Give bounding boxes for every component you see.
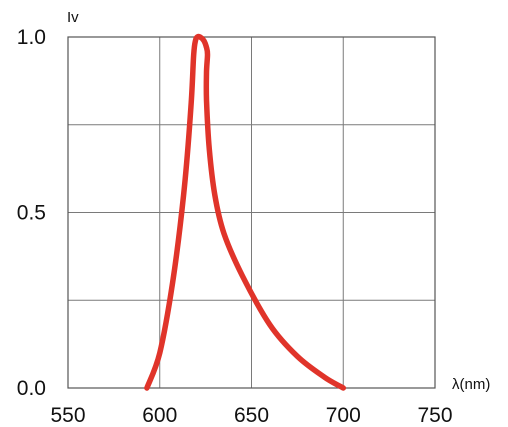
tick-labels: 550 600 650 700 750 0.0 0.5 1.0	[17, 26, 453, 427]
y-tick-label: 0.5	[17, 202, 46, 225]
x-tick-label: 600	[142, 404, 177, 427]
y-tick-label: 0.0	[17, 377, 46, 400]
x-tick-label: 650	[234, 404, 269, 427]
plot-area	[144, 33, 347, 391]
plot-frame	[67, 36, 436, 389]
y-tick-label: 1.0	[17, 26, 46, 49]
x-tick-label: 550	[50, 404, 85, 427]
spectrum-series-line	[144, 33, 347, 391]
grid	[67, 36, 436, 389]
y-axis-label: Iv	[67, 9, 79, 26]
x-tick-label: 700	[326, 404, 361, 427]
x-tick-label: 750	[417, 404, 452, 427]
x-axis-label: λ(nm)	[452, 376, 490, 393]
